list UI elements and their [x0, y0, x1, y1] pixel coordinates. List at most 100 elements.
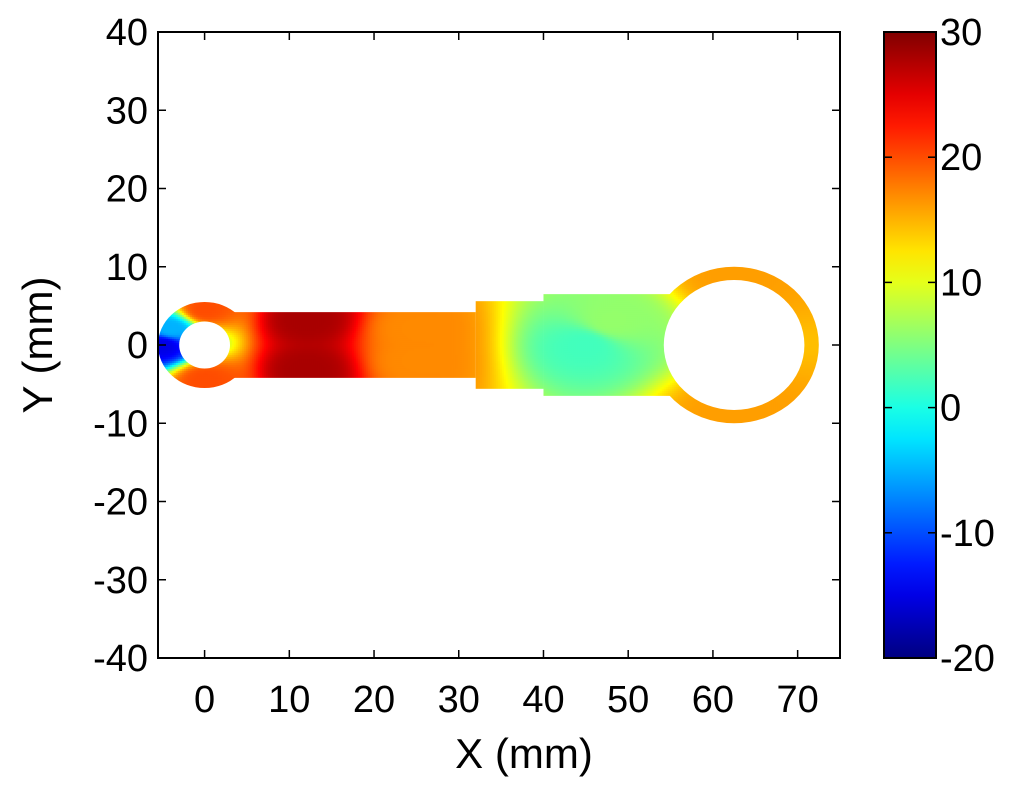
field-cell: [589, 276, 593, 280]
field-cell: [263, 264, 267, 268]
field-cell: [439, 264, 443, 268]
field-cell: [791, 272, 795, 276]
field-cell: [651, 266, 655, 270]
field-cell: [353, 266, 357, 270]
field-cell: [271, 272, 275, 276]
field-cell: [821, 268, 825, 272]
field-cell: [317, 280, 321, 284]
field-cell: [623, 272, 627, 276]
field-cell: [341, 278, 345, 282]
field-cell: [243, 284, 247, 288]
field-cell: [207, 286, 211, 290]
field-cell: [583, 260, 587, 264]
field-cell: [335, 276, 339, 280]
field-cell: [473, 276, 477, 280]
field-cell: [605, 264, 609, 268]
field-cell: [503, 272, 507, 276]
field-cell: [685, 272, 689, 276]
field-cell: [577, 286, 581, 290]
field-cell: [185, 278, 189, 282]
field-cell: [637, 262, 641, 266]
field-cell: [453, 278, 457, 282]
field-cell: [631, 282, 635, 286]
field-cell: [477, 258, 481, 262]
field-cell: [327, 262, 331, 266]
field-cell: [379, 282, 383, 286]
field-cell: [353, 286, 357, 290]
field-cell: [197, 278, 201, 282]
field-cell: [221, 266, 225, 270]
field-cell: [345, 262, 349, 266]
field-cell: [357, 258, 361, 262]
field-cell: [743, 262, 747, 266]
field-cell: [453, 264, 457, 268]
field-cell: [579, 278, 583, 282]
field-cell: [173, 268, 177, 272]
field-cell: [817, 260, 821, 264]
field-cell: [555, 276, 559, 280]
field-cell: [567, 278, 571, 282]
field-cell: [659, 282, 663, 286]
field-cell: [377, 258, 381, 262]
field-cell: [581, 266, 585, 270]
field-cell: [667, 258, 671, 262]
field-cell: [379, 278, 383, 282]
field-cell: [695, 276, 699, 280]
field-cell: [221, 280, 225, 284]
field-cell: [333, 264, 337, 268]
field-cell: [177, 272, 181, 276]
field-cell: [471, 282, 475, 286]
field-cell: [263, 286, 267, 290]
field-cell: [299, 282, 303, 286]
field-cell: [407, 276, 411, 280]
field-cell: [501, 278, 505, 282]
field-cell: [207, 266, 211, 270]
field-cell: [443, 262, 447, 266]
field-cell: [399, 274, 403, 278]
field-cell: [623, 266, 627, 270]
field-cell: [421, 274, 425, 278]
field-cell: [727, 280, 731, 284]
field-cell: [601, 284, 605, 288]
field-cell: [351, 278, 355, 282]
field-cell: [541, 282, 545, 286]
field-cell: [773, 258, 777, 262]
field-cell: [375, 272, 379, 276]
field-cell: [611, 264, 615, 268]
field-cell: [359, 286, 363, 290]
field-cell: [283, 284, 287, 288]
field-cell: [287, 264, 291, 268]
field-cell: [227, 286, 231, 290]
field-cell: [163, 262, 167, 266]
field-cell: [531, 286, 535, 290]
field-cell: [623, 262, 627, 266]
field-cell: [277, 278, 281, 282]
field-cell: [491, 260, 495, 264]
field-cell: [787, 270, 791, 274]
field-cell: [299, 286, 303, 290]
field-cell: [639, 274, 643, 278]
field-cell: [159, 262, 163, 266]
field-cell: [363, 282, 367, 286]
field-cell: [803, 274, 807, 278]
field-cell: [365, 266, 369, 270]
field-cell: [673, 262, 677, 266]
field-cell: [187, 268, 191, 272]
field-cell: [745, 268, 749, 272]
field-cell: [505, 258, 509, 262]
field-cell: [503, 262, 507, 266]
field-cell: [507, 260, 511, 264]
field-cell: [353, 276, 357, 280]
field-cell: [775, 278, 779, 282]
field-cell: [749, 276, 753, 280]
field-cell: [353, 284, 357, 288]
field-cell: [419, 258, 423, 262]
field-cell: [557, 278, 561, 282]
field-cell: [167, 284, 171, 288]
field-cell: [259, 284, 263, 288]
field-cell: [555, 272, 559, 276]
field-cell: [309, 276, 313, 280]
field-cell: [305, 270, 309, 274]
field-cell: [161, 284, 165, 288]
field-cell: [433, 282, 437, 286]
